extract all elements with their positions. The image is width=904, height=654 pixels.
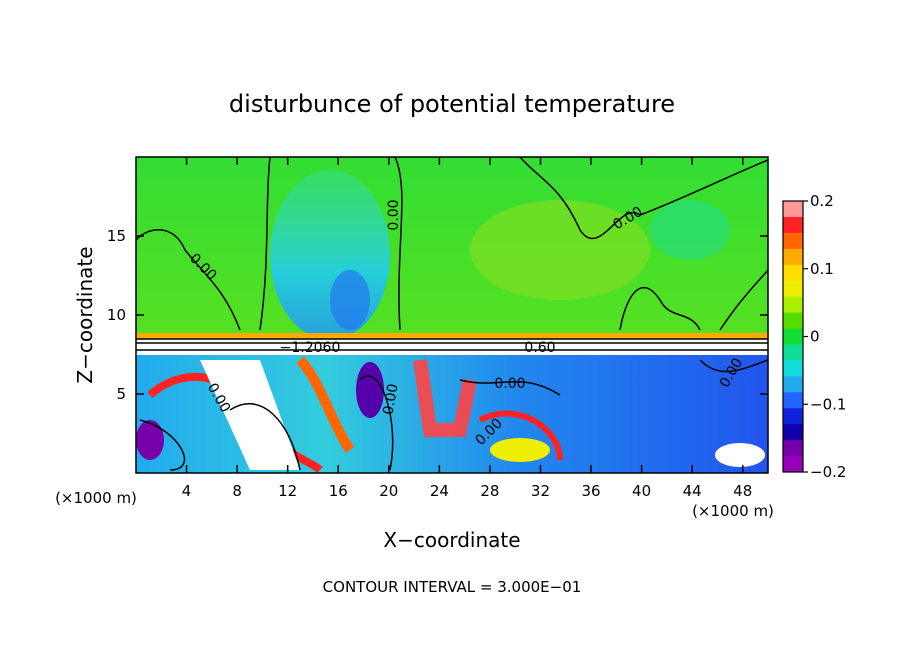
- colorbar-swatch: [783, 344, 803, 361]
- x-tick-label: 12: [278, 482, 297, 500]
- field-yellow-blob: [490, 438, 550, 462]
- colorbar-swatch: [783, 456, 803, 473]
- colorbar-swatch: [783, 248, 803, 266]
- colorbar-swatch: [783, 201, 803, 218]
- colorbar-tick-label: −0.1: [810, 395, 846, 413]
- colorbar-swatch: [783, 296, 803, 314]
- field-warm-patch: [470, 200, 650, 300]
- x-tick-label: 32: [531, 482, 550, 500]
- y-tick-label: 15: [107, 227, 126, 245]
- colorbar-swatch: [783, 424, 803, 441]
- colorbar-tick-label: 0: [810, 328, 820, 346]
- colorbar-swatch: [783, 264, 803, 282]
- x-tick-label: 24: [430, 482, 449, 500]
- colorbar-swatch: [783, 392, 803, 409]
- field-red-streak-3: [413, 359, 477, 437]
- colorbar-swatch: [783, 440, 803, 457]
- y-axis: 5 10 15: [107, 227, 768, 403]
- field-cool-core: [330, 270, 370, 330]
- x-tick-label: 36: [581, 482, 600, 500]
- x-tick-label: 16: [329, 482, 348, 500]
- x-tick-label: 44: [683, 482, 702, 500]
- field-tropopause-band: [136, 333, 768, 339]
- contour-label: 0.00: [380, 383, 401, 416]
- field-white-plume: [200, 360, 300, 470]
- contour-label: 0.60: [524, 340, 555, 356]
- y-tick-label: 5: [116, 385, 126, 403]
- colorbar-swatch: [783, 312, 803, 330]
- contour-interval-text: CONTOUR INTERVAL = 3.000E−01: [323, 578, 582, 596]
- colorbar-tick-label: −0.2: [810, 463, 846, 481]
- field-red-streak-4: [478, 410, 563, 461]
- contour-label: −1.2060: [280, 340, 341, 356]
- x-tick-label: 4: [182, 482, 192, 500]
- colorbar-swatch: [783, 376, 803, 393]
- x-tick-label: 40: [632, 482, 651, 500]
- chart-title: disturbunce of potential temperature: [229, 90, 675, 118]
- colorbar-swatch: [783, 328, 803, 345]
- field-purple-blob-1: [356, 362, 384, 418]
- x-unit-label-left: (×1000 m): [55, 489, 137, 507]
- x-tick-label: 28: [480, 482, 499, 500]
- x-unit-label-right: (×1000 m): [692, 502, 774, 520]
- contour-label: 0.00: [386, 199, 402, 230]
- field-cool-patch-upper-right: [650, 200, 730, 260]
- field-purple-blob-2: [136, 420, 164, 460]
- field-purple-blob-3: [715, 443, 765, 467]
- x-tick-label: 48: [733, 482, 752, 500]
- plot-field: [136, 157, 768, 473]
- y-tick-label: 10: [107, 306, 126, 324]
- contour-lines: [136, 157, 768, 471]
- field-tropopause-white: [136, 339, 768, 355]
- colorbar: [783, 201, 803, 473]
- colorbar-swatch: [783, 280, 803, 298]
- colorbar-ticks: 0.2 0.1 0 −0.1 −0.2: [803, 192, 846, 481]
- contour-label: 0.00: [494, 376, 525, 392]
- colorbar-swatch: [783, 408, 803, 425]
- x-axis: 4 8 12 16 20 24 28 32 36 40 44 48: [182, 157, 752, 500]
- x-axis-label: X−coordinate: [383, 528, 520, 552]
- colorbar-swatch: [783, 360, 803, 377]
- y-axis-label: Z−coordinate: [73, 246, 97, 383]
- colorbar-tick-label: 0.2: [810, 192, 834, 210]
- field-cool-anomaly: [270, 170, 390, 340]
- colorbar-swatch: [783, 216, 803, 234]
- x-tick-label: 20: [379, 482, 398, 500]
- colorbar-swatch: [783, 232, 803, 250]
- field-red-streak-2: [296, 356, 355, 453]
- colorbar-tick-label: 0.1: [810, 260, 834, 278]
- x-tick-label: 8: [232, 482, 242, 500]
